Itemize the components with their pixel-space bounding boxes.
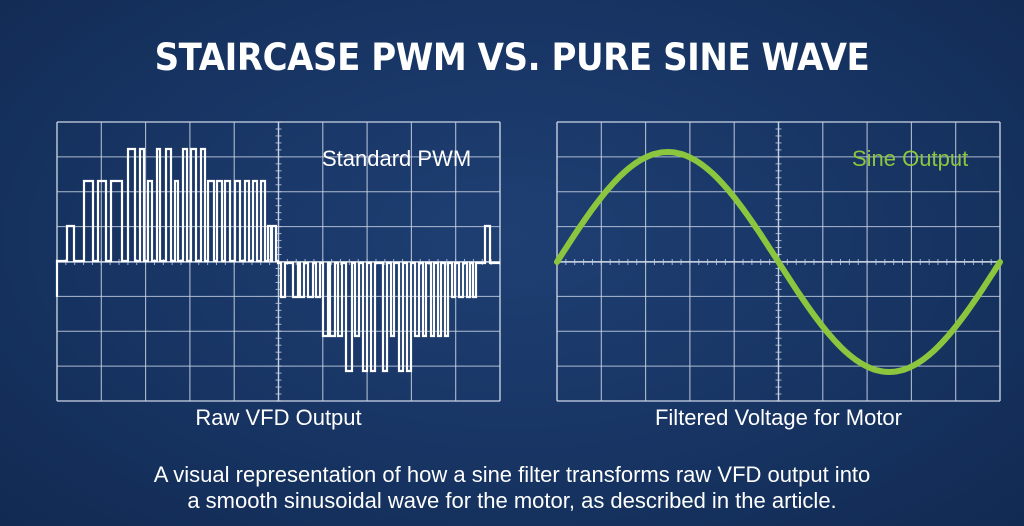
description-text: A visual representation of how a sine fi… xyxy=(0,462,1024,514)
sine-trace xyxy=(554,148,1003,376)
pwm-oscilloscope-panel: Standard PWM xyxy=(55,121,501,402)
sine-waveform-plot xyxy=(554,121,1003,402)
description-line-2: a smooth sinusoidal wave for the motor, … xyxy=(187,488,837,513)
sine-output-label: Sine Output xyxy=(852,146,969,171)
raw-vfd-output-caption: Raw VFD Output xyxy=(195,405,362,430)
pwm-waveform-plot xyxy=(55,121,501,402)
sine-oscilloscope-panel: Sine Output xyxy=(554,121,1003,402)
page-title: STAIRCASE PWM VS. PURE SINE WAVE xyxy=(154,36,870,79)
standard-pwm-label: Standard PWM xyxy=(322,146,472,171)
pwm-trace xyxy=(55,147,500,373)
filtered-voltage-caption: Filtered Voltage for Motor xyxy=(654,405,902,430)
description-line-1: A visual representation of how a sine fi… xyxy=(153,462,871,487)
